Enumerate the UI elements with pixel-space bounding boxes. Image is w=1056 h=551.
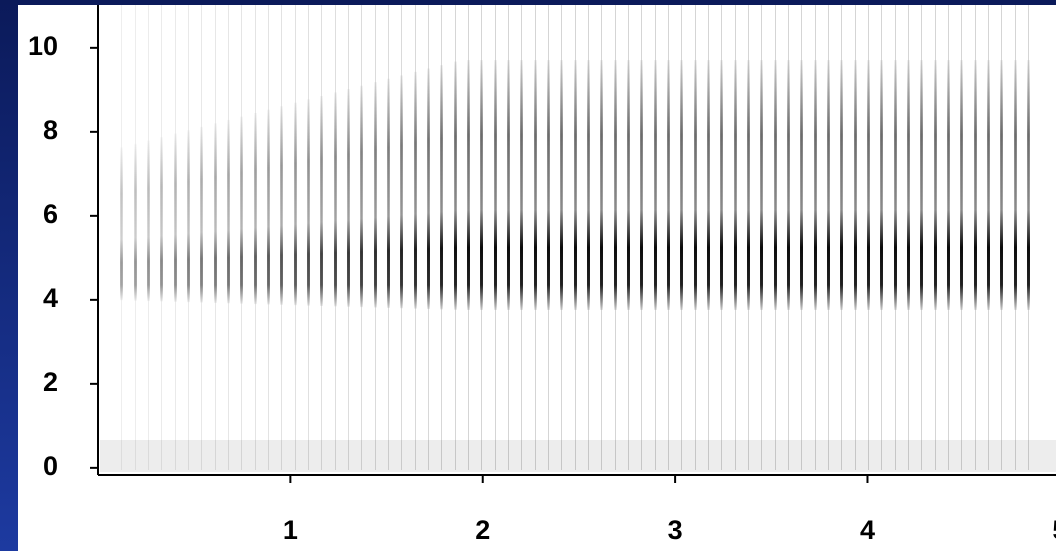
striation [227,119,230,304]
striation [120,147,123,301]
striation [814,60,817,310]
striation [640,60,643,310]
striation [787,60,790,310]
striation [707,60,710,310]
x-tick-label: 2 [475,515,490,545]
y-tick-label: 6 [43,199,58,229]
striation [854,60,857,310]
striation [320,96,323,306]
y-tick-label: 8 [43,115,58,145]
striation [374,82,377,308]
striation [534,60,537,310]
striation [480,60,483,310]
y-tick-label: 2 [43,367,58,397]
striation [440,65,443,310]
striation [307,99,310,306]
striation [520,60,523,310]
striation [760,60,763,310]
y-tick-label: 0 [43,451,58,481]
striation [627,60,630,310]
striation [867,60,870,310]
x-tick-label: 1 [283,515,298,545]
striation [200,126,203,303]
striation [800,60,803,310]
striation [667,60,670,310]
striation [387,78,390,308]
striation [1014,60,1017,310]
striation [334,92,337,307]
striation [147,140,150,302]
striation [654,60,657,310]
striation [1027,60,1030,310]
striation [467,60,470,310]
striation [934,60,937,310]
striation [894,60,897,310]
x-tick-label: 5 [1052,515,1056,545]
x-tick-label: 4 [860,515,875,545]
striation [720,60,723,310]
striation [360,85,363,308]
striation [827,60,830,310]
striation [774,60,777,310]
striation [694,60,697,310]
striation [974,60,977,310]
striation [747,60,750,310]
striation [187,130,190,303]
spectrogram-image [100,5,1056,472]
x-tick-label: 3 [668,515,683,545]
striation [734,60,737,310]
striation [347,89,350,307]
striation [907,60,910,310]
striation [454,61,457,310]
striation [134,143,137,301]
striation [614,60,617,310]
striation [174,133,177,302]
striation [920,60,923,310]
striation [400,75,403,309]
striation [214,123,217,303]
striation [600,60,603,310]
striation [574,60,577,310]
striation [587,60,590,310]
striation [507,60,510,310]
striation [1000,60,1003,310]
striation [254,112,257,305]
striation [494,60,497,310]
striation [427,68,430,310]
striation [880,60,883,310]
striation [680,60,683,310]
striation [240,116,243,304]
striation [267,109,270,305]
striation [294,102,297,306]
y-tick-label: 10 [28,31,58,61]
striation [947,60,950,310]
striation [547,60,550,310]
striation [280,106,283,305]
striation [414,71,417,309]
striation [987,60,990,310]
y-tick-label: 4 [43,283,58,313]
striation [840,60,843,310]
noise-band [100,440,1056,472]
striation [960,60,963,310]
striation [160,137,163,302]
striation [560,60,563,310]
